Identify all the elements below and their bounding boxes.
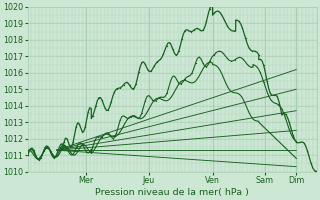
X-axis label: Pression niveau de la mer( hPa ): Pression niveau de la mer( hPa ) — [95, 188, 249, 197]
